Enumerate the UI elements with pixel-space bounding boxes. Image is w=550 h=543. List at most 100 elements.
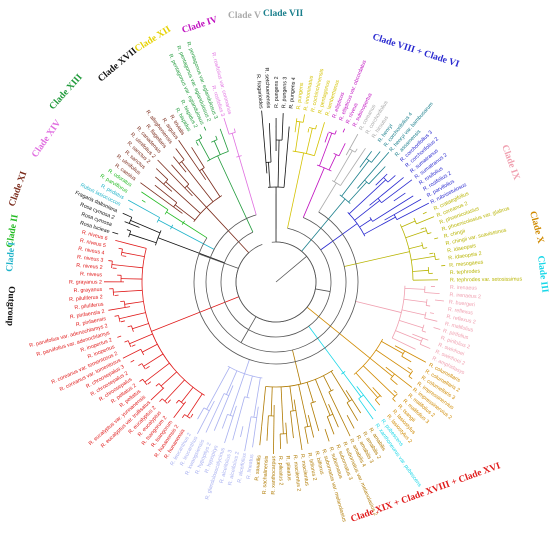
branch-segment [115, 239, 120, 242]
branch-segment [155, 383, 160, 387]
branch-segment [381, 179, 413, 204]
branch-segment [129, 233, 157, 244]
branch-segment [326, 416, 335, 435]
branch-segment [186, 185, 207, 208]
branch-segment [392, 337, 413, 348]
branch-segment [261, 386, 267, 427]
branch-segment [290, 411, 294, 439]
branch-segment [140, 182, 183, 214]
branch-segment [174, 204, 196, 221]
branch-segment [129, 208, 134, 211]
leaf-label: R. macilentus 2 [292, 455, 302, 492]
branch-arc [364, 179, 370, 185]
branch-segment [359, 151, 372, 168]
branch-segment [132, 323, 149, 330]
branch-segment [213, 385, 234, 431]
branch-segment [268, 123, 272, 163]
branch-segment [206, 207, 250, 253]
branch-segment [231, 133, 240, 157]
branch-segment [268, 162, 271, 188]
branch-arc [211, 139, 218, 143]
branch-segment [181, 387, 194, 403]
leaf-label: R. niveus 2 [76, 263, 103, 271]
branch-segment [155, 168, 169, 180]
leaf-label: R. pungens 2 [274, 76, 280, 108]
branch-segment [375, 349, 412, 374]
branch-segment [221, 132, 229, 152]
branch-segment [198, 139, 211, 160]
branch-segment [319, 132, 333, 167]
branch-segment [223, 117, 230, 135]
leaf-label: R. idaeopsis [447, 243, 477, 254]
leaf-label: R. niveus 5 [79, 238, 106, 249]
branch-segment [372, 195, 414, 222]
branch-segment [345, 133, 359, 156]
branch-segment [396, 202, 430, 221]
leaf-label: R. reflexus 2 [446, 314, 476, 326]
branch-arc [383, 177, 389, 183]
branch-segment [423, 247, 428, 249]
branch-segment [246, 375, 253, 398]
branch-segment [175, 399, 180, 404]
branch-segment [122, 255, 127, 257]
branch-segment [206, 366, 230, 410]
leaf-label: R. piluliferus 2 [69, 294, 103, 303]
branch-segment [224, 405, 237, 444]
branch-segment [412, 333, 429, 341]
branch-segment [368, 166, 386, 185]
branch-arc [170, 224, 174, 230]
branch-arc [244, 396, 250, 399]
branch-segment [122, 212, 133, 218]
branch-segment [354, 148, 358, 153]
branch-segment [401, 309, 426, 316]
branch-segment [348, 179, 387, 215]
branch-segment [150, 387, 165, 401]
branch-segment [355, 301, 402, 313]
branch-segment [181, 161, 214, 202]
branch-arc [347, 212, 366, 237]
branch-segment [318, 182, 337, 213]
branch-segment [273, 404, 275, 454]
branch-segment [302, 167, 325, 218]
branch-segment [165, 181, 201, 214]
branch-segment [345, 390, 362, 414]
branch-segment [307, 415, 315, 438]
branch-segment [187, 393, 203, 417]
branch-segment [129, 333, 153, 345]
branch-segment [330, 371, 350, 402]
leaf-label: R. irenaeus [450, 285, 478, 292]
branch-segment [315, 379, 331, 416]
branch-segment [166, 211, 184, 224]
branch-segment [270, 386, 273, 416]
branch-arc [184, 183, 190, 189]
branch-segment [422, 211, 427, 215]
branch-segment [357, 151, 390, 189]
branch-segment [160, 371, 177, 387]
branch-segment [298, 384, 309, 427]
branch-segment [198, 253, 239, 269]
leaf-label: R. pileatus [284, 455, 292, 481]
branch-segment [371, 151, 381, 163]
leaf-label: R. niveus 4 [78, 246, 105, 256]
branch-arc [308, 127, 316, 130]
branch-arc [375, 395, 381, 401]
branch-segment [124, 340, 129, 343]
branch-segment [118, 247, 123, 250]
branch-segment [387, 175, 396, 183]
branch-segment [355, 372, 379, 398]
branch-segment [372, 387, 382, 398]
branch-arc [141, 363, 146, 370]
branch-segment [390, 378, 398, 385]
branch-segment [240, 426, 244, 438]
branch-segment [124, 221, 140, 228]
tree-leaf-labels: R. fragarioides R. setchuenensis R. pungen… [29, 41, 523, 523]
leaf-label: R. biflorus 2 [306, 452, 317, 481]
branch-segment [281, 113, 284, 141]
tree-branches [103, 110, 446, 454]
branch-segment [369, 357, 393, 377]
branch-segment [334, 130, 337, 135]
branch-segment [233, 128, 236, 133]
clade-label-v: Clade V [228, 11, 261, 21]
branch-arc [304, 425, 311, 428]
branch-segment [213, 140, 221, 155]
